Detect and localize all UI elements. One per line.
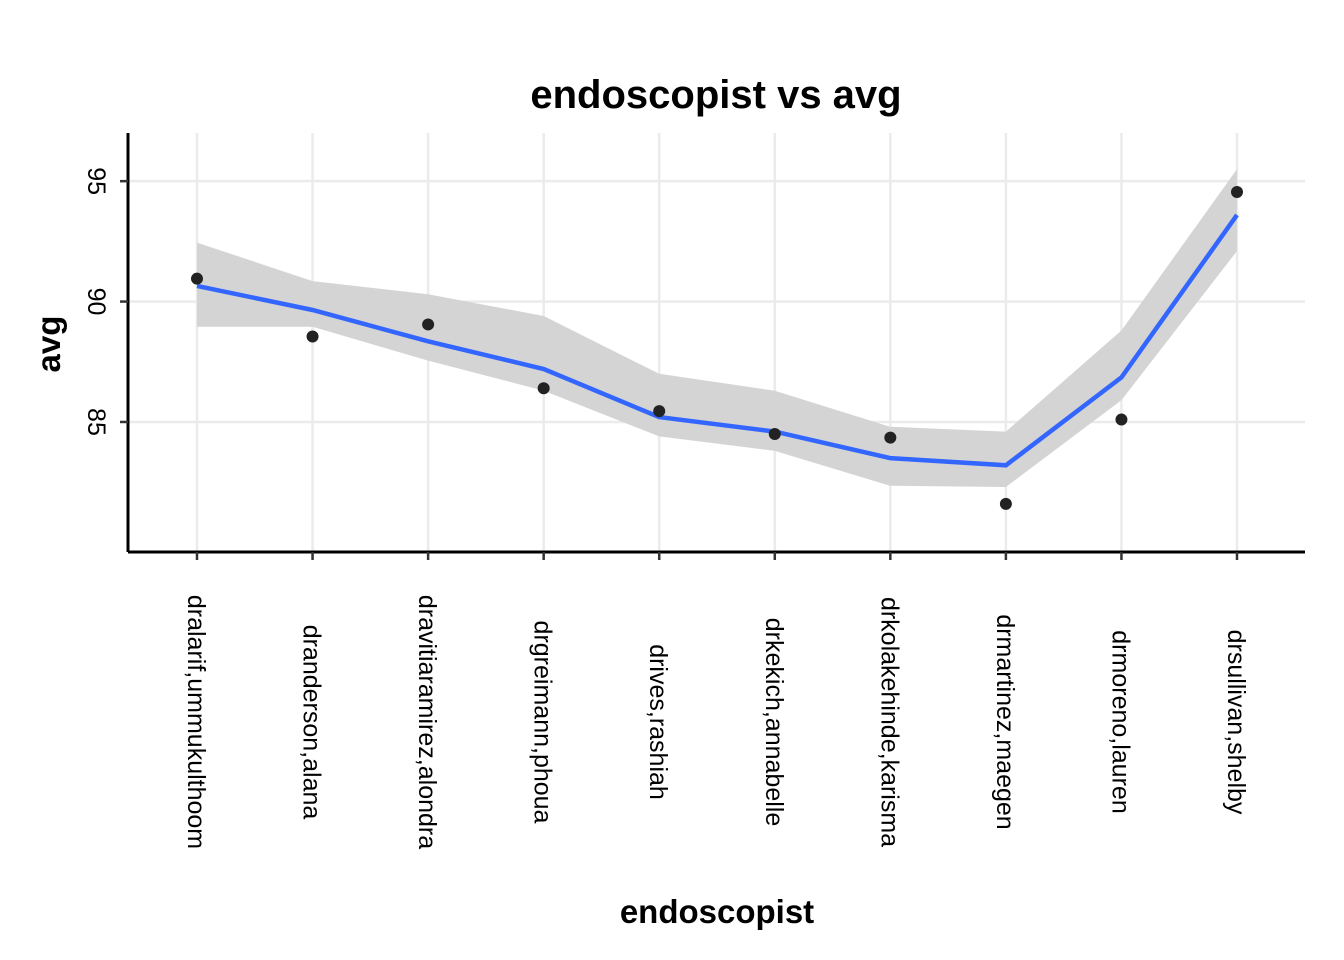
x-tick-label: drsullivan,shelby [1222, 630, 1250, 815]
x-tick-label: dravitiaramirez,alondra [413, 595, 441, 849]
y-tick-label: 95 [82, 167, 110, 195]
x-axis-title: endoscopist [620, 893, 814, 930]
confidence-ribbon [197, 169, 1237, 487]
data-point [191, 272, 203, 285]
x-tick-label: dralarif,ummukulthoom [182, 595, 210, 849]
y-axis-title: avg [30, 316, 67, 373]
data-point [306, 330, 319, 343]
data-point [1115, 413, 1128, 426]
data-point [768, 428, 781, 441]
data-point [422, 318, 435, 331]
y-tick-label: 85 [82, 408, 110, 436]
x-tick-label: drives,rashiah [644, 644, 672, 800]
data-point [537, 382, 550, 395]
x-tick-label: drkekich,annabelle [760, 618, 788, 826]
x-tick-label: drmoreno,lauren [1106, 630, 1134, 813]
data-point [999, 497, 1012, 510]
data-point [1231, 185, 1243, 198]
y-tick-label: 90 [82, 288, 110, 316]
chart-title: endoscopist vs avg [530, 73, 901, 117]
ticks-layer: 85 90 95 dralarif,ummukulthoom dranderson,al… [82, 167, 1250, 849]
x-tick-label: drgreimann,phoua [529, 621, 557, 824]
data-point [653, 405, 666, 418]
data-point [884, 431, 897, 444]
x-tick-label: dranderson,alana [298, 625, 326, 820]
x-tick-label: drkolakehinde,karisma [875, 597, 903, 847]
x-tick-label: drmartinez,maegen [991, 614, 1019, 829]
points-layer [191, 185, 1243, 510]
smooth-line [196, 213, 1239, 468]
